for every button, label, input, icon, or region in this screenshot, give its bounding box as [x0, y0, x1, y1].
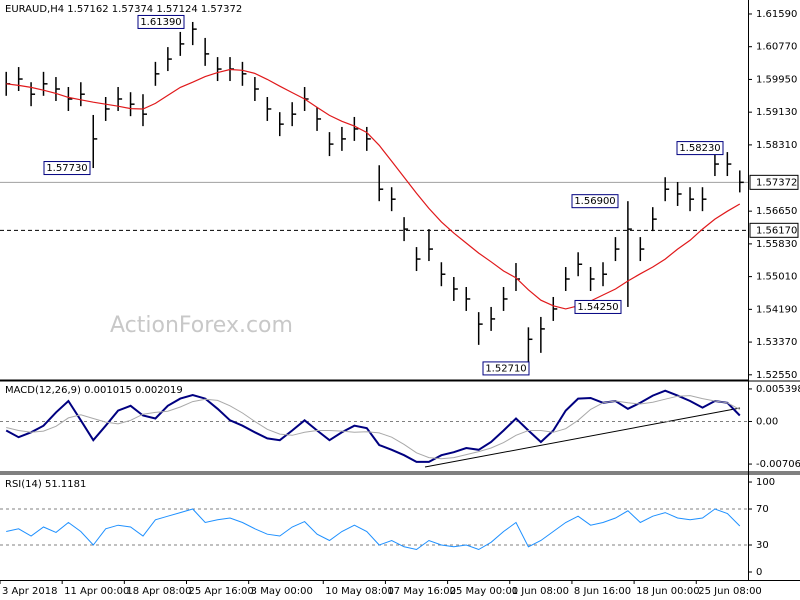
annotation-label: 1.61390 [140, 17, 181, 28]
y-tick-label: 1.53370 [756, 337, 797, 348]
x-tick-label: 25 May 00:00 [450, 586, 519, 597]
x-tick-label: 18 Jun 00:00 [636, 586, 700, 597]
y-tick-label: 1.61590 [756, 9, 797, 20]
y-tick-label: 100 [756, 477, 775, 488]
panel-title: RSI(14) 51.1181 [5, 479, 86, 490]
y-tick-label: 0.00 [756, 416, 778, 427]
y-tick-label: 1.58310 [756, 140, 797, 151]
annotation-label: 1.58230 [679, 143, 720, 154]
annotation-box [43, 161, 91, 176]
panel-title: EURAUD,H4 1.57162 1.57374 1.57124 1.5737… [5, 4, 242, 15]
x-tick-label: 10 May 08:00 [325, 586, 394, 597]
y-tick-label: 0.005398 [756, 384, 800, 395]
y-tick-label: 1.55830 [756, 239, 797, 250]
x-tick-label: 3 Apr 2018 [2, 586, 57, 597]
annotation-box [571, 194, 619, 209]
series-line [6, 395, 741, 460]
x-tick-label: 25 Apr 16:00 [189, 586, 254, 597]
annotation-box [482, 361, 530, 376]
y-tick-label: 1.55010 [756, 272, 797, 283]
macd-trendline [424, 407, 741, 468]
y-tick-label: 1.56650 [756, 206, 797, 217]
annotation-label: 1.57730 [46, 163, 87, 174]
annotation-label: 1.56900 [574, 196, 615, 207]
x-tick-label: 11 Apr 00:00 [64, 586, 129, 597]
y-tick-label: 70 [756, 504, 769, 515]
y-tick-label: 30 [756, 540, 769, 551]
watermark: ActionForex.com [110, 313, 293, 338]
annotation-box [676, 141, 724, 156]
x-tick-label: 8 Jun 16:00 [574, 586, 631, 597]
price-label-box [749, 222, 799, 238]
x-tick-label: 25 Jun 08:00 [698, 586, 762, 597]
series-line [5, 389, 741, 463]
price-label: 1.56170 [756, 225, 797, 236]
y-tick-label: 1.54190 [756, 304, 797, 315]
y-tick-label: 0 [756, 567, 762, 578]
x-tick-label: 3 May 00:00 [251, 586, 313, 597]
x-tick-label: 1 Jun 08:00 [512, 586, 569, 597]
annotation-label: 1.54250 [577, 302, 618, 313]
price-label: 1.57372 [756, 177, 797, 188]
annotation-box [574, 299, 622, 314]
y-tick-label: 1.59950 [756, 74, 797, 85]
y-tick-label: 1.60770 [756, 42, 797, 53]
series-line [6, 508, 741, 551]
price-label-box [749, 174, 799, 190]
y-tick-label: 1.52550 [756, 370, 797, 381]
annotation-label: 1.52710 [485, 363, 526, 374]
series-line [6, 68, 741, 310]
x-tick-label: 17 May 16:00 [387, 586, 456, 597]
x-tick-label: 18 Apr 08:00 [126, 586, 191, 597]
y-tick-label: -0.007064 [756, 459, 800, 470]
annotation-box [137, 14, 185, 29]
panel-title: MACD(12,26,9) 0.001015 0.002019 [5, 385, 183, 396]
y-tick-label: 1.59130 [756, 107, 797, 118]
